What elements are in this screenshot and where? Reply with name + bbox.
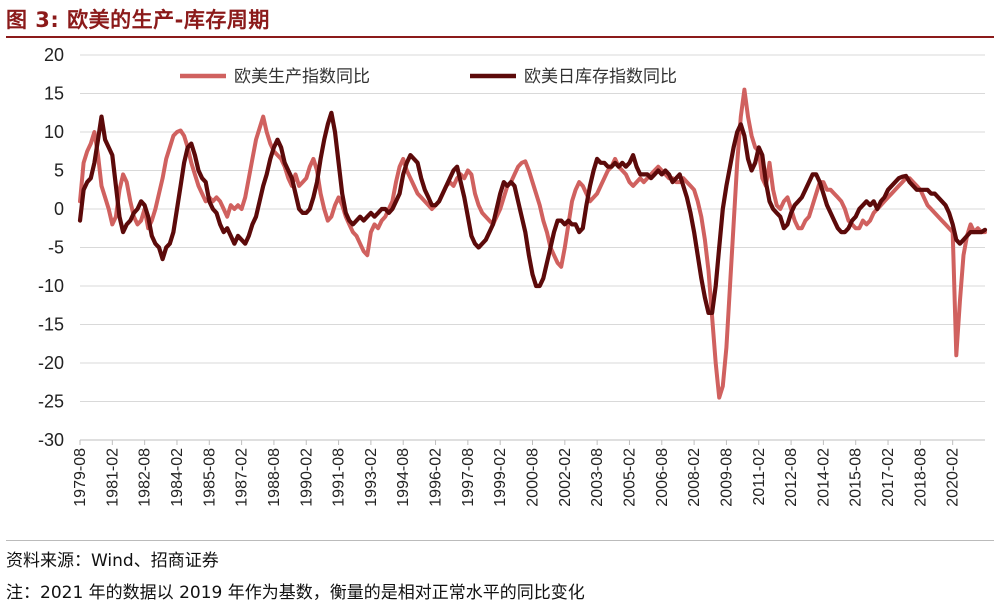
x-tick-label: 1984-02 xyxy=(169,448,186,507)
x-tick-label: 2014-02 xyxy=(815,448,832,507)
series-lines xyxy=(77,87,988,400)
x-tick-label: 2006-08 xyxy=(654,448,671,507)
y-axis-ticks: 20 15 10 5 0 -5 -10 -15 -20 -25 -30 xyxy=(38,45,64,450)
x-tick-label: 2011-02 xyxy=(751,448,768,506)
y-tick-label: -25 xyxy=(38,392,64,412)
series-line-production xyxy=(78,87,987,400)
x-axis-ticks: 1979-08 1981-02 1982-08 1984-02 1985-08 1987-… xyxy=(72,439,985,507)
y-tick-label: 0 xyxy=(54,199,64,219)
y-tick-label: -30 xyxy=(38,430,64,450)
x-tick-label: 2003-08 xyxy=(589,448,606,507)
x-tick-label: 2008-02 xyxy=(686,448,703,507)
y-tick-label: -20 xyxy=(38,353,64,373)
x-tick-label: 2000-08 xyxy=(525,448,542,507)
legend-label-inventory: 欧美日库存指数同比 xyxy=(524,67,677,87)
footnote: 注：2021 年的数据以 2019 年作为基数，衡量的是相对正常水平的同比变化 xyxy=(6,583,585,603)
x-tick-label: 1996-02 xyxy=(428,448,445,507)
x-tick-label: 1982-08 xyxy=(137,448,154,507)
x-tick-label: 2018-08 xyxy=(912,448,929,507)
x-tick-label: 1999-02 xyxy=(492,448,509,507)
figure-title: 图 3: 欧美的生产-库存周期 xyxy=(6,8,270,32)
y-tick-label: -10 xyxy=(38,276,64,296)
y-tick-label: 20 xyxy=(44,45,64,65)
x-tick-label: 2009-08 xyxy=(718,448,735,507)
source-note: 资料来源：Wind、招商证券 xyxy=(6,551,219,571)
series-line-inventory xyxy=(77,110,988,315)
legend: 欧美生产指数同比 欧美日库存指数同比 xyxy=(180,67,677,87)
x-tick-label: 1991-08 xyxy=(331,448,348,507)
x-tick-label: 1994-08 xyxy=(395,448,412,507)
x-tick-label: 2012-08 xyxy=(783,448,800,507)
y-tick-label: 10 xyxy=(44,122,64,142)
x-tick-label: 1988-08 xyxy=(266,448,283,507)
x-tick-label: 2015-08 xyxy=(848,448,865,507)
title-underline xyxy=(6,36,994,38)
x-tick-label: 2017-02 xyxy=(880,448,897,507)
x-tick-label: 1997-08 xyxy=(460,448,477,507)
x-tick-label: 1981-02 xyxy=(104,448,121,507)
y-tick-label: 5 xyxy=(54,161,64,181)
x-tick-label: 1979-08 xyxy=(72,448,89,507)
grid-lines xyxy=(80,54,985,441)
x-tick-label: 2002-02 xyxy=(557,448,574,507)
x-tick-label: 1985-08 xyxy=(201,448,218,507)
x-tick-label: 1987-02 xyxy=(234,448,251,507)
legend-label-production: 欧美生产指数同比 xyxy=(234,67,370,87)
y-tick-label: 15 xyxy=(44,84,64,104)
x-tick-label: 1990-02 xyxy=(298,448,315,507)
x-tick-label: 2005-02 xyxy=(621,448,638,507)
x-tick-label: 1993-02 xyxy=(363,448,380,507)
footer-divider xyxy=(6,540,994,541)
y-tick-label: -15 xyxy=(38,315,64,335)
chart-area: 20 15 10 5 0 -5 -10 -15 -20 -25 -30 1979-08 1981-02… xyxy=(38,45,988,507)
x-tick-label: 2020-02 xyxy=(945,448,962,507)
y-tick-label: -5 xyxy=(48,238,64,258)
